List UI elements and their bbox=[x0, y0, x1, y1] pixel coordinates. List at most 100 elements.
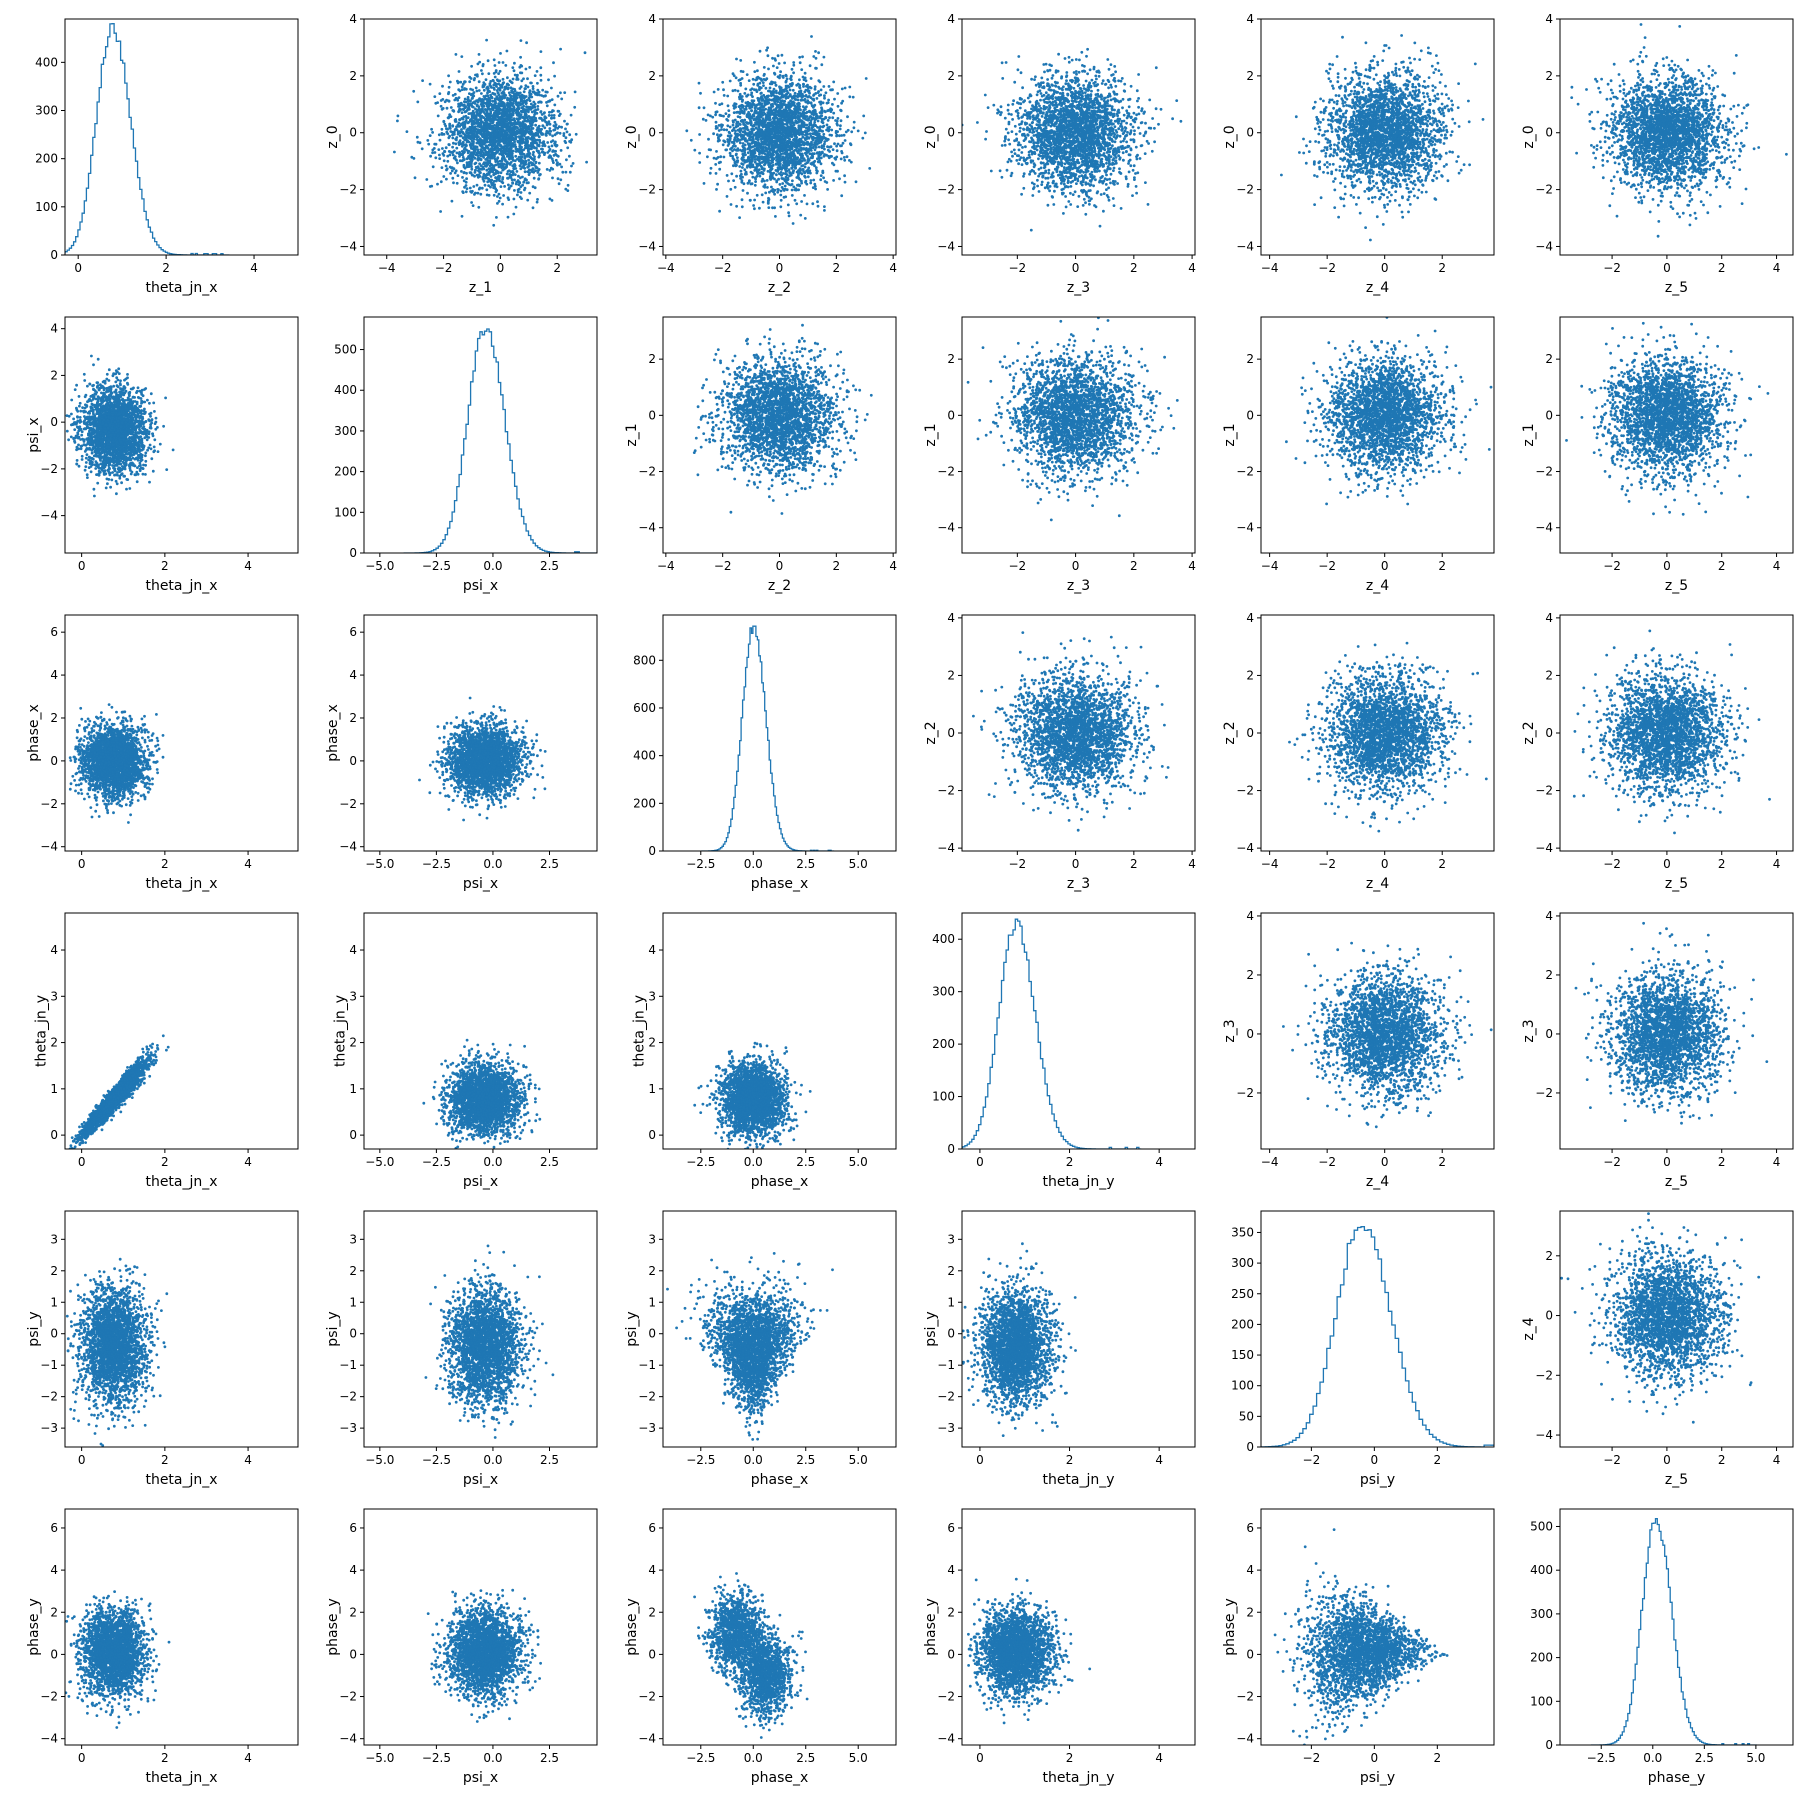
scatter-point bbox=[463, 80, 466, 83]
scatter-point bbox=[547, 100, 550, 103]
scatter-point bbox=[719, 155, 722, 158]
scatter-point bbox=[493, 124, 496, 127]
scatter-point bbox=[396, 120, 399, 123]
x-tick-label: −4 bbox=[378, 261, 396, 275]
scatter-point bbox=[832, 179, 835, 182]
scatter-point bbox=[838, 134, 841, 137]
scatter-point bbox=[755, 158, 758, 161]
scatter-point bbox=[763, 169, 766, 172]
scatter-point bbox=[810, 141, 813, 144]
scatter-point bbox=[482, 135, 485, 138]
scatter-point bbox=[512, 137, 515, 140]
scatter-point bbox=[499, 197, 502, 200]
scatter-point bbox=[553, 75, 556, 78]
scatter-point bbox=[546, 141, 549, 144]
scatter-point bbox=[814, 124, 817, 127]
scatter-point bbox=[498, 61, 501, 64]
scatter-point bbox=[546, 91, 549, 94]
scatter-point bbox=[484, 162, 487, 165]
scatter-point bbox=[813, 160, 816, 163]
scatter-point bbox=[735, 111, 738, 114]
scatter-point bbox=[823, 155, 826, 158]
scatter-point bbox=[774, 96, 777, 99]
scatter-point bbox=[814, 50, 817, 53]
scatter-point bbox=[808, 110, 811, 113]
scatter-point bbox=[406, 130, 409, 133]
scatter-point bbox=[516, 74, 519, 77]
scatter-point bbox=[729, 126, 732, 129]
scatter-point bbox=[457, 130, 460, 133]
scatter-point bbox=[775, 125, 778, 128]
scatter-point bbox=[530, 122, 533, 125]
scatter-point bbox=[767, 206, 770, 209]
scatter-point bbox=[469, 118, 472, 121]
scatter-point bbox=[568, 155, 571, 158]
scatter-point bbox=[527, 146, 530, 149]
scatter-point bbox=[504, 94, 507, 97]
scatter-point bbox=[799, 61, 802, 64]
scatter-point bbox=[738, 165, 741, 168]
scatter-point bbox=[498, 79, 501, 82]
scatter-point bbox=[759, 175, 762, 178]
scatter-point bbox=[473, 150, 476, 153]
scatter-point bbox=[836, 120, 839, 123]
scatter-point bbox=[483, 147, 486, 150]
scatter-point bbox=[492, 121, 495, 124]
scatter-point bbox=[526, 77, 529, 80]
scatter-point bbox=[852, 96, 855, 99]
scatter-point bbox=[742, 146, 745, 149]
scatter-point bbox=[794, 199, 797, 202]
scatter-point bbox=[476, 90, 479, 93]
scatter-point bbox=[447, 92, 450, 95]
scatter-point bbox=[538, 136, 541, 139]
scatter-point bbox=[715, 188, 718, 191]
scatter-point bbox=[773, 193, 776, 196]
scatter-point bbox=[499, 117, 502, 120]
scatter-point bbox=[850, 130, 853, 133]
y-axis-label: z_0 bbox=[325, 125, 341, 148]
scatter-point bbox=[522, 95, 525, 98]
scatter-point bbox=[442, 175, 445, 178]
scatter-point bbox=[461, 111, 464, 114]
scatter-point bbox=[792, 150, 795, 153]
scatter-point bbox=[753, 199, 756, 202]
scatter-point bbox=[429, 134, 432, 137]
scatter-point bbox=[455, 139, 458, 142]
scatter-point bbox=[433, 95, 436, 98]
scatter-point bbox=[517, 120, 520, 123]
scatter-point bbox=[514, 155, 517, 158]
scatter-point bbox=[516, 158, 519, 161]
scatter-point bbox=[766, 186, 769, 189]
scatter-point bbox=[540, 79, 543, 82]
scatter-point bbox=[805, 112, 808, 115]
scatter-point bbox=[542, 151, 545, 154]
scatter-point bbox=[475, 128, 478, 131]
scatter-point bbox=[768, 90, 771, 93]
scatter-point bbox=[715, 121, 718, 124]
scatter-point bbox=[524, 87, 527, 90]
y-tick-label: 300 bbox=[35, 104, 58, 118]
scatter-point bbox=[538, 162, 541, 165]
scatter-point bbox=[462, 104, 465, 107]
scatter-point bbox=[756, 90, 759, 93]
scatter-point bbox=[732, 121, 735, 124]
scatter-point bbox=[532, 101, 535, 104]
scatter-point bbox=[815, 67, 818, 70]
scatter-point bbox=[486, 103, 489, 106]
scatter-point bbox=[513, 179, 516, 182]
scatter-point bbox=[769, 87, 772, 90]
scatter-point bbox=[472, 141, 475, 144]
scatter-point bbox=[458, 70, 461, 73]
scatter-point bbox=[775, 120, 778, 123]
scatter-point bbox=[753, 169, 756, 172]
scatter-point bbox=[496, 171, 499, 174]
scatter-point bbox=[434, 102, 437, 105]
scatter-point bbox=[776, 101, 779, 104]
scatter-point bbox=[475, 138, 478, 141]
scatter-point bbox=[454, 155, 457, 158]
scatter-point bbox=[814, 92, 817, 95]
scatter-point bbox=[749, 89, 752, 92]
scatter-point bbox=[728, 132, 731, 135]
scatter-point bbox=[536, 92, 539, 95]
